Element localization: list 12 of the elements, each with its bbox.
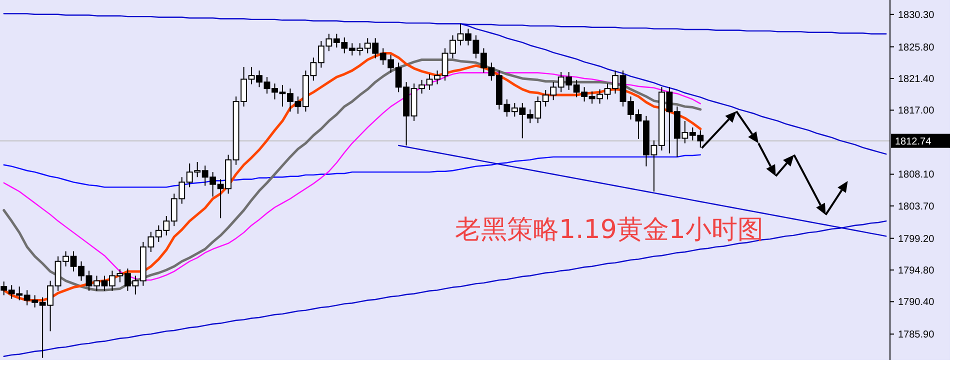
y-tick-label: 1799.20 xyxy=(898,234,935,245)
y-tick-label: 1830.30 xyxy=(898,10,935,21)
y-tick-label: 1817.00 xyxy=(898,106,935,117)
y-tick-label: 1790.40 xyxy=(898,297,935,308)
y-tick-label: 1785.90 xyxy=(898,330,935,341)
y-tick-label: 1821.40 xyxy=(898,74,935,85)
ref-line-label: 1812.74 xyxy=(895,136,932,148)
y-tick-label: 1794.80 xyxy=(898,266,935,276)
y-tick-label: 1808.10 xyxy=(898,170,935,181)
annotation: 老黑策略1.19黄金1小时图 xyxy=(455,215,764,245)
y-tick-label: 1825.80 xyxy=(898,42,935,54)
y-tick-label: 1803.70 xyxy=(898,201,935,212)
